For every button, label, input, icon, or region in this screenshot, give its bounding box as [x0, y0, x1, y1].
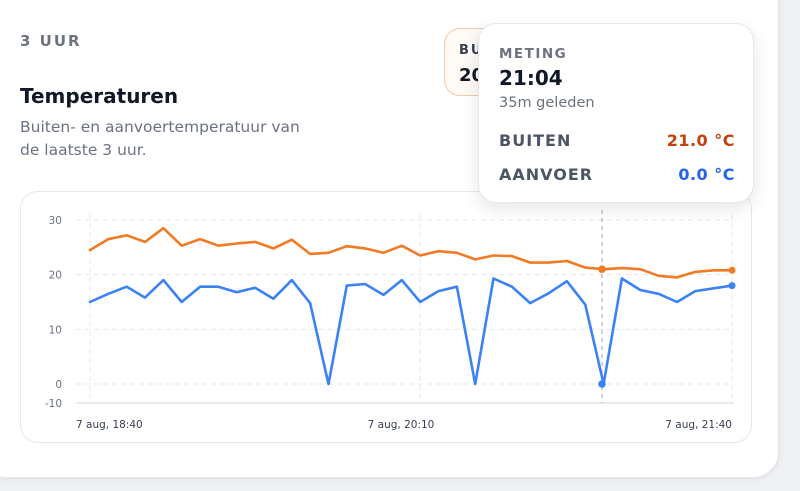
series-1-highlight-marker [598, 380, 606, 388]
y-tick-label: 0 [55, 379, 62, 391]
tooltip-supply-label: AANVOER [499, 165, 594, 184]
series-line-1 [88, 277, 734, 386]
tooltip-caption: METING [499, 46, 568, 62]
x-tick-label: 7 aug, 21:40 [665, 419, 732, 431]
tooltip-row-outside: BUITEN 21.0 °C [499, 131, 735, 155]
tooltip-ago: 35m geleden [499, 95, 595, 111]
measurement-tooltip: METING 21:04 35m geleden BUITEN 21.0 °C … [478, 23, 754, 203]
chip-label: BU [459, 43, 484, 58]
temperature-chart[interactable]: 30 20 10 0 -10 7 aug, 18:40 7 aug, 20:10 7 aug,… [21, 192, 751, 442]
card-title: Temperaturen [20, 84, 179, 108]
series-1-end-marker [728, 282, 736, 290]
tooltip-outside-value: 21.0 °C [666, 131, 735, 150]
series-line-0 [88, 226, 734, 279]
x-tick-label: 7 aug, 18:40 [76, 419, 143, 431]
chip-value: 20 [459, 65, 485, 86]
tooltip-supply-value: 0.0 °C [678, 165, 735, 184]
card-subtitle: Buiten- en aanvoertemperatuur van de laa… [20, 118, 300, 159]
tooltip-time: 21:04 [499, 66, 563, 90]
chart-container[interactable]: 30 20 10 0 -10 7 aug, 18:40 7 aug, 20:10 7 aug,… [20, 191, 752, 443]
series-0-highlight-marker [598, 265, 606, 273]
y-tick-label: -10 [45, 398, 62, 410]
tooltip-outside-label: BUITEN [499, 131, 572, 150]
period-label: 3 UUR [20, 32, 82, 50]
x-tick-label: 7 aug, 20:10 [368, 419, 435, 431]
y-tick-label: 10 [49, 324, 62, 336]
y-tick-label: 30 [49, 215, 62, 227]
series-0-end-marker [728, 266, 736, 274]
tooltip-row-supply: AANVOER 0.0 °C [499, 165, 735, 189]
y-tick-label: 20 [49, 270, 62, 282]
